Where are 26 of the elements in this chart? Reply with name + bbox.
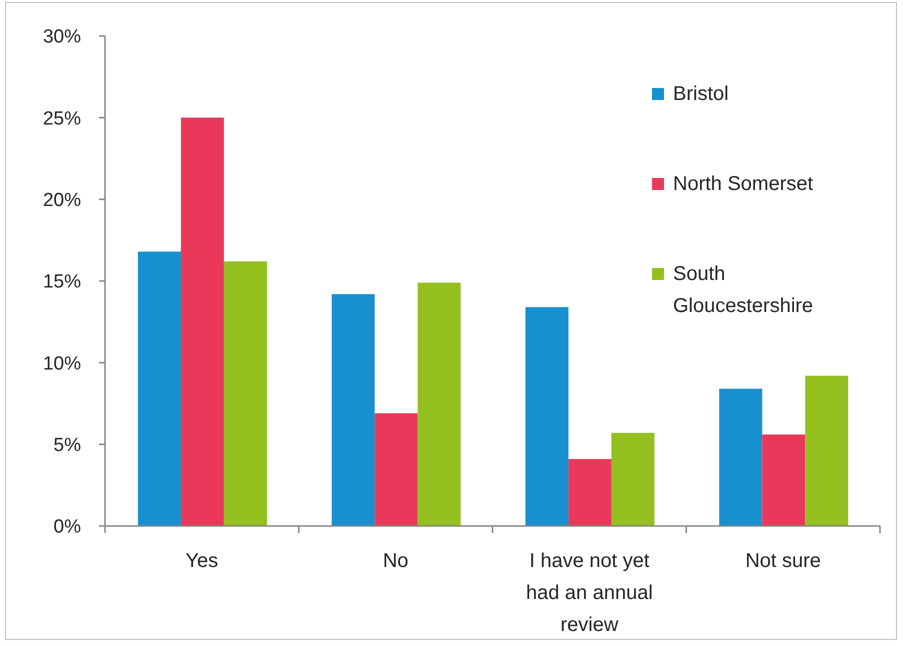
bar [180,118,224,526]
x-tick-label: Yes [186,550,218,572]
bar [374,413,418,526]
y-tick-label: 10% [42,353,82,374]
bar [805,376,848,526]
y-tick-label: 30% [42,26,82,48]
bar [568,459,612,526]
bar [525,307,568,526]
y-tick-label: 20% [42,190,82,212]
x-tick-label: I have not yet had an annual review [526,550,653,636]
bar [762,434,806,526]
legend-label: North Somerset [673,172,814,197]
bar [719,388,762,526]
y-tick-label: 25% [42,108,82,130]
x-tick-label: No [382,550,408,572]
bar [138,252,181,526]
y-tick-label: 5% [54,435,82,456]
bar [611,432,654,526]
x-tick-label: Not sure [745,550,821,572]
legend-label: South Gloucestershire [673,262,814,319]
y-tick-label: 15% [42,272,82,293]
bar [332,294,375,526]
legend-label: Bristol [673,82,729,107]
bar [418,282,461,526]
y-tick-label: 0% [54,516,82,538]
bar [224,261,267,526]
